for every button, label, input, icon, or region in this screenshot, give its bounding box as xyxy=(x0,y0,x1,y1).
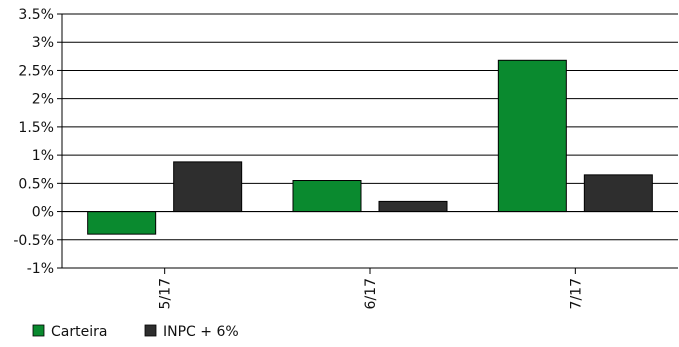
y-axis-ticks: 3.5% 3% 2.5% 2% 1.5% 1% 0.5% 0% -0.5% -1% xyxy=(13,7,62,277)
legend-swatch-inpc xyxy=(144,324,157,337)
y-tick-label: 3% xyxy=(32,35,54,51)
x-category-label: 7/17 xyxy=(568,278,584,309)
bar-carteira-7-17 xyxy=(497,59,567,213)
y-tick-label: 2% xyxy=(32,92,54,108)
legend-swatch-carteira xyxy=(32,324,45,337)
y-tick-label: 1% xyxy=(32,148,54,164)
bar-inpc-7-17 xyxy=(583,174,653,213)
y-tick-label: 3.5% xyxy=(18,7,54,23)
legend: Carteira INPC + 6% xyxy=(32,324,239,340)
bar-inpc-5-17 xyxy=(173,161,243,213)
bars xyxy=(87,59,653,235)
bar-inpc-6-17 xyxy=(378,200,448,213)
y-tick-label: 0.5% xyxy=(18,176,54,192)
x-axis-categories: 5/17 6/17 7/17 xyxy=(158,268,584,309)
y-tick-label: 2.5% xyxy=(18,63,54,79)
legend-label-inpc: INPC + 6% xyxy=(163,324,239,340)
bar-carteira-6-17 xyxy=(292,180,362,213)
y-tick-label: 1.5% xyxy=(18,120,54,136)
x-category-label: 5/17 xyxy=(158,278,174,309)
y-tick-label: -0.5% xyxy=(13,233,54,249)
legend-label-carteira: Carteira xyxy=(51,324,107,340)
x-category-label: 6/17 xyxy=(363,278,379,309)
y-tick-label: 0% xyxy=(32,205,54,221)
bar-carteira-5-17 xyxy=(87,211,157,235)
axes xyxy=(61,14,678,268)
y-tick-label: -1% xyxy=(27,261,54,277)
